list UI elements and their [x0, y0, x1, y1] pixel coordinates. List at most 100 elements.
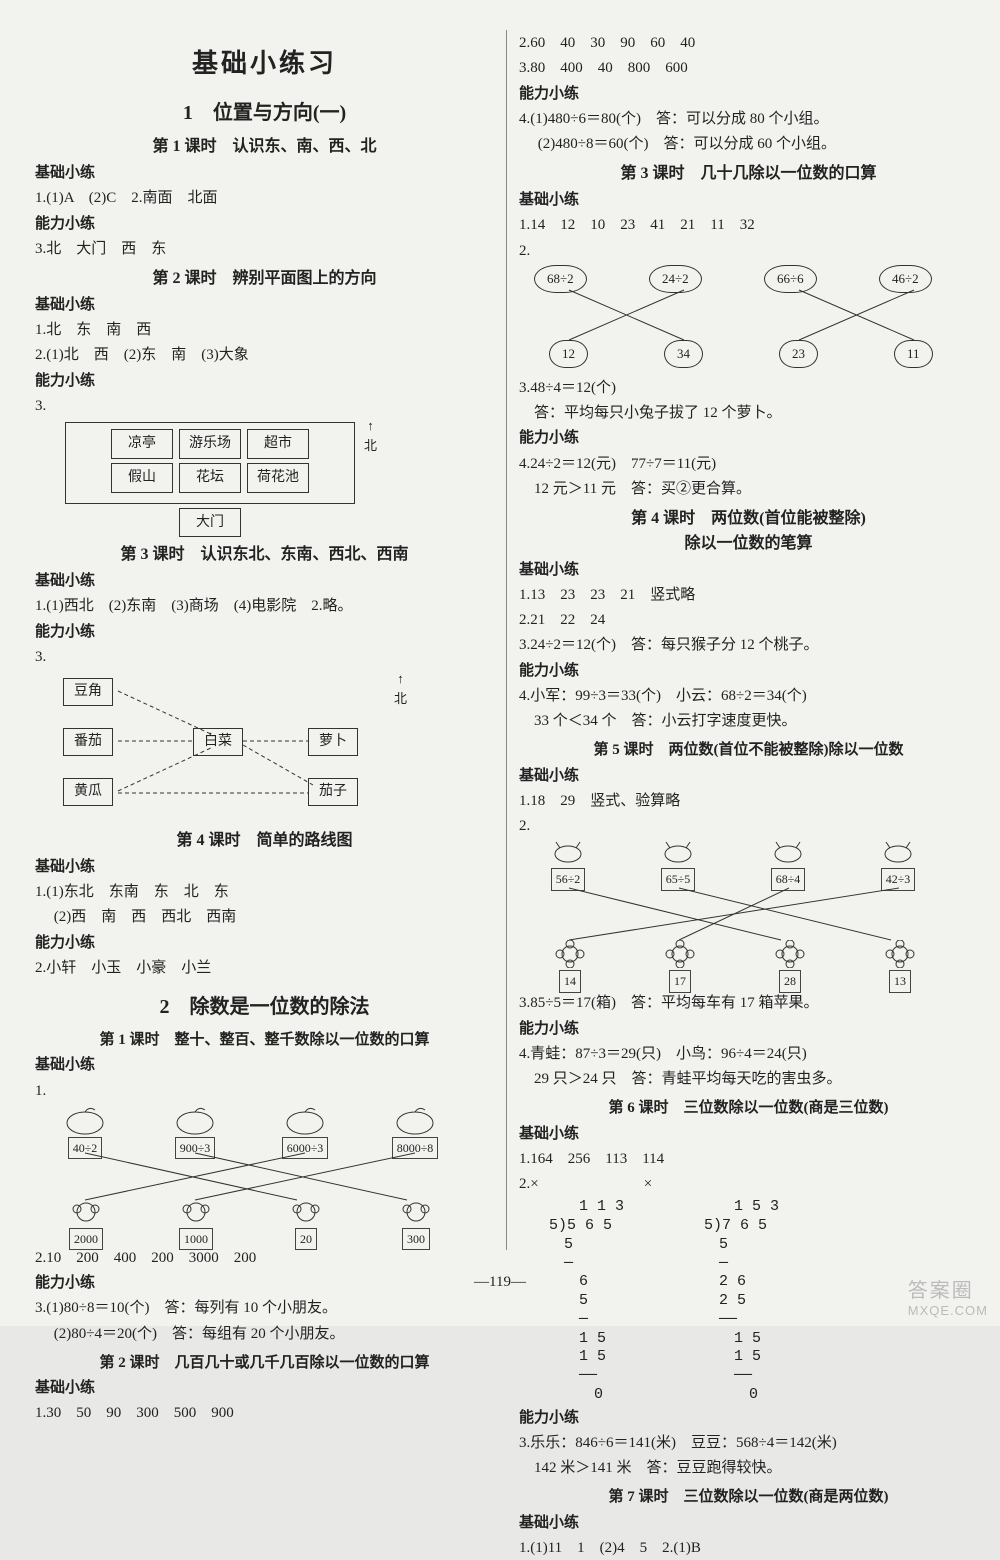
bee-flower-diagram: 56÷2 65÷5 68÷4 42÷3 14 [529, 840, 959, 990]
long-division-2: 1 5 3 5)7 6 5 5 ─ 2 6 2 5 ── 1 5 1 5 ── … [704, 1198, 779, 1404]
lesson-2-4b: 除以一位数的笔算 [519, 532, 978, 557]
basic-label: 基础小练 [35, 570, 494, 593]
oval-node: 12 [549, 340, 588, 368]
lesson-1-2: 第 2 课时 辨别平面图上的方向 [35, 267, 494, 292]
power-label: 能力小练 [519, 427, 978, 450]
text: 1.(1)11 1 (2)4 5 2.(1)B [519, 1537, 978, 1560]
plan-cell: 凉亭 [111, 429, 173, 459]
plan-cell: 花坛 [179, 463, 241, 493]
lesson-2-5: 第 5 课时 两位数(首位不能被整除)除以一位数 [519, 739, 978, 762]
text: 29 只＞24 只 答：青蛙平均每天吃的害虫多。 [519, 1068, 978, 1091]
text: 1.(1)A (2)C 2.南面 北面 [35, 187, 494, 210]
basic-label: 基础小练 [519, 765, 978, 788]
basic-label: 基础小练 [519, 559, 978, 582]
power-label: 能力小练 [35, 370, 494, 393]
text: 4.小军：99÷3＝33(个) 小云：68÷2＝34(个) [519, 685, 978, 708]
text: 2.21 22 24 [519, 609, 978, 632]
q1-label: 1. [35, 1080, 494, 1103]
text: 12 元＞11 元 答：买②更合算。 [519, 478, 978, 501]
text: 1.14 12 10 23 41 21 11 32 [519, 214, 978, 237]
text: (2)480÷8＝60(个) 答：可以分成 60 个小组。 [519, 133, 978, 156]
column-divider [506, 30, 507, 1250]
power-label: 能力小练 [519, 1407, 978, 1430]
text: 3.24÷2＝12(个) 答：每只猴子分 12 个桃子。 [519, 634, 978, 657]
text: 3.北 大门 西 东 [35, 238, 494, 261]
text: 1.13 23 23 21 竖式略 [519, 584, 978, 607]
bee-icon: 68÷4 [759, 840, 817, 891]
veg-box: 黄瓜 [63, 778, 113, 806]
lesson-2-7: 第 7 课时 三位数除以一位数(商是两位数) [519, 1486, 978, 1509]
peach-icon: 900÷3 [165, 1105, 225, 1160]
plan-cell: 荷花池 [247, 463, 309, 493]
text: 4.青蛙：87÷3＝29(只) 小鸟：96÷4＝24(只) [519, 1043, 978, 1066]
right-column: 2.60 40 30 90 60 40 3.80 400 40 800 600 … [519, 30, 978, 1250]
plan-cell: 超市 [247, 429, 309, 459]
plan-cell: 假山 [111, 463, 173, 493]
peach-icon: 40÷2 [55, 1105, 115, 1160]
oval-node: 24÷2 [649, 265, 702, 293]
monkey-icon: 20 [277, 1200, 335, 1251]
text: 2.60 40 30 90 60 40 [519, 32, 978, 55]
two-columns: 基础小练习 1 位置与方向(一) 第 1 课时 认识东、南、西、北 基础小练 1… [35, 30, 978, 1250]
q2-label: 2. [519, 815, 978, 838]
oval-node: 46÷2 [879, 265, 932, 293]
basic-label: 基础小练 [35, 294, 494, 317]
floor-plan-diagram: 北 凉亭 游乐场 超市 假山 花坛 荷花池 大门 [65, 422, 355, 537]
veg-box: 豆角 [63, 678, 113, 706]
flower-icon: 28 [761, 940, 819, 993]
text: 3.乐乐：846÷6＝141(米) 豆豆：568÷4＝142(米) [519, 1432, 978, 1455]
text: 2.× × [519, 1173, 978, 1196]
vegetable-diagram: ↑北 豆角 番茄 黄瓜 白菜 萝卜 茄子 [63, 673, 403, 823]
text: 3.48÷4＝12(个) [519, 377, 978, 400]
power-label: 能力小练 [519, 660, 978, 683]
text: 3.85÷5＝17(箱) 答：平均每车有 17 箱苹果。 [519, 992, 978, 1015]
text: 142 米＞141 米 答：豆豆跑得较快。 [519, 1457, 978, 1480]
q2-label: 2. [519, 240, 978, 263]
basic-label: 基础小练 [519, 189, 978, 212]
lesson-2-2: 第 2 课时 几百几十或几千几百除以一位数的口算 [35, 1352, 494, 1375]
text: 1.(1)东北 东南 东 北 东 [35, 881, 494, 904]
lesson-2-3: 第 3 课时 几十几除以一位数的口算 [519, 162, 978, 187]
main-title: 基础小练习 [35, 44, 494, 84]
basic-label: 基础小练 [519, 1512, 978, 1535]
page-number: —119— [0, 1274, 1000, 1291]
plan-cell: 大门 [179, 508, 241, 538]
watermark: 答案圈 MXQE.COM [908, 1274, 988, 1318]
oval-node: 66÷6 [764, 265, 817, 293]
flower-icon: 14 [541, 940, 599, 993]
veg-box: 白菜 [193, 728, 243, 756]
flower-icon: 13 [871, 940, 929, 993]
lesson-2-6: 第 6 课时 三位数除以一位数(商是三位数) [519, 1097, 978, 1120]
left-column: 基础小练习 1 位置与方向(一) 第 1 课时 认识东、南、西、北 基础小练 1… [35, 30, 494, 1250]
lesson-1-4: 第 4 课时 简单的路线图 [35, 829, 494, 854]
page: 基础小练习 1 位置与方向(一) 第 1 课时 认识东、南、西、北 基础小练 1… [0, 0, 1000, 1326]
text: 3.80 400 40 800 600 [519, 57, 978, 80]
q3-label: 3. [35, 646, 494, 669]
bee-icon: 56÷2 [539, 840, 597, 891]
plan-cell: 游乐场 [179, 429, 241, 459]
veg-box: 番茄 [63, 728, 113, 756]
chapter-1-title: 1 位置与方向(一) [35, 98, 494, 129]
monkey-icon: 300 [387, 1200, 445, 1251]
veg-box: 茄子 [308, 778, 358, 806]
lesson-1-3: 第 3 课时 认识东北、东南、西北、西南 [35, 543, 494, 568]
basic-label: 基础小练 [519, 1123, 978, 1146]
peach-icon: 8000÷8 [385, 1105, 445, 1160]
monkey-icon: 2000 [57, 1200, 115, 1251]
basic-label: 基础小练 [35, 162, 494, 185]
text: 1.(1)西北 (2)东南 (3)商场 (4)电影院 2.略。 [35, 595, 494, 618]
text: 1.18 29 竖式、验算略 [519, 790, 978, 813]
bee-icon: 65÷5 [649, 840, 707, 891]
text: 4.(1)480÷6＝80(个) 答：可以分成 80 个小组。 [519, 108, 978, 131]
lesson-2-1: 第 1 课时 整十、整百、整千数除以一位数的口算 [35, 1029, 494, 1052]
bee-icon: 42÷3 [869, 840, 927, 891]
text: (2)80÷4＝20(个) 答：每组有 20 个小朋友。 [35, 1323, 494, 1346]
peach-monkey-diagram: 40÷2 900÷3 6000÷3 8000÷8 2000 [45, 1105, 475, 1245]
basic-label: 基础小练 [35, 1377, 494, 1400]
text: 答：平均每只小兔子拔了 12 个萝卜。 [519, 402, 978, 425]
q3-label: 3. [35, 395, 494, 418]
north-icon: 北 [364, 416, 377, 456]
lesson-1-1: 第 1 课时 认识东、南、西、北 [35, 135, 494, 160]
text: 1.30 50 90 300 500 900 [35, 1402, 494, 1425]
monkey-icon: 1000 [167, 1200, 225, 1251]
